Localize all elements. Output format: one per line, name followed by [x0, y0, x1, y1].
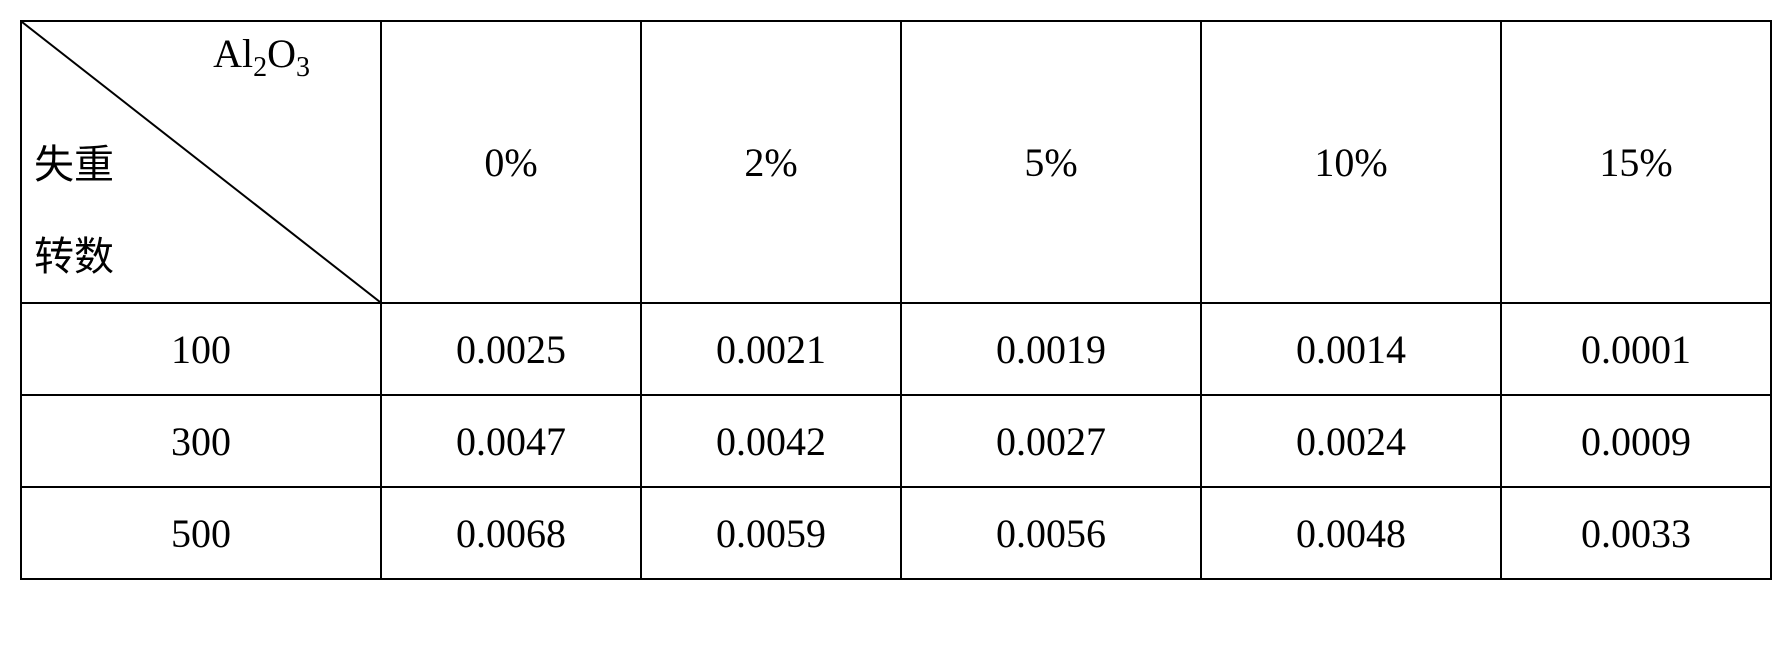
cell: 0.0056 [901, 487, 1201, 579]
diag-mid-label: 失重 [34, 132, 114, 190]
cell: 0.0014 [1201, 303, 1501, 395]
col-header: 10% [1201, 21, 1501, 303]
table-header-row: Al2O3 失重 转数 0% 2% 5% 10% 15% [21, 21, 1771, 303]
table-row: 300 0.0047 0.0042 0.0027 0.0024 0.0009 [21, 395, 1771, 487]
cell: 0.0019 [901, 303, 1201, 395]
cell: 0.0001 [1501, 303, 1771, 395]
col-header: 15% [1501, 21, 1771, 303]
diag-bottom-label: 转数 [34, 224, 114, 282]
cell: 0.0033 [1501, 487, 1771, 579]
cell: 0.0068 [381, 487, 641, 579]
col-header: 0% [381, 21, 641, 303]
cell: 0.0024 [1201, 395, 1501, 487]
cell: 0.0021 [641, 303, 901, 395]
row-label: 500 [21, 487, 381, 579]
table-row: 500 0.0068 0.0059 0.0056 0.0048 0.0033 [21, 487, 1771, 579]
cell: 0.0027 [901, 395, 1201, 487]
data-table: Al2O3 失重 转数 0% 2% 5% 10% 15% 100 0.0025 … [20, 20, 1772, 580]
diagonal-header-cell: Al2O3 失重 转数 [21, 21, 381, 303]
cell: 0.0059 [641, 487, 901, 579]
cell: 0.0042 [641, 395, 901, 487]
cell: 0.0025 [381, 303, 641, 395]
table-row: 100 0.0025 0.0021 0.0019 0.0014 0.0001 [21, 303, 1771, 395]
diag-top-label: Al2O3 [213, 30, 310, 84]
row-label: 100 [21, 303, 381, 395]
cell: 0.0047 [381, 395, 641, 487]
col-header: 5% [901, 21, 1201, 303]
row-label: 300 [21, 395, 381, 487]
cell: 0.0009 [1501, 395, 1771, 487]
col-header: 2% [641, 21, 901, 303]
cell: 0.0048 [1201, 487, 1501, 579]
